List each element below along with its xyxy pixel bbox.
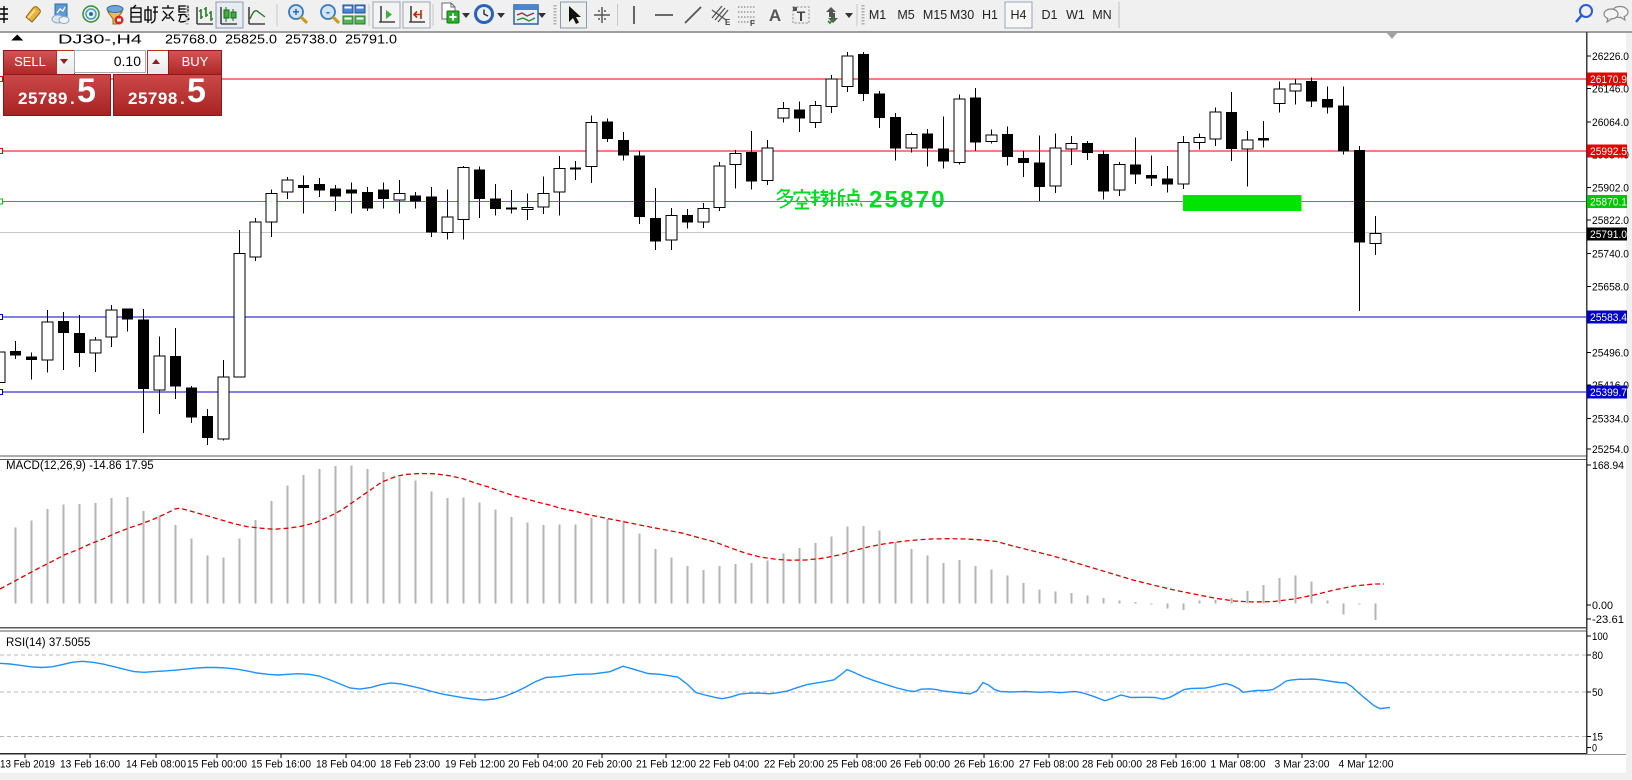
svg-text:E: E bbox=[725, 18, 731, 27]
svg-text:13 Feb 16:00: 13 Feb 16:00 bbox=[60, 759, 120, 771]
svg-text:T: T bbox=[797, 8, 806, 24]
svg-text:25658.0: 25658.0 bbox=[1592, 282, 1629, 294]
svg-text:25738.0: 25738.0 bbox=[285, 32, 337, 47]
svg-text:26 Feb 16:00: 26 Feb 16:00 bbox=[954, 759, 1014, 771]
svg-text:80: 80 bbox=[1592, 650, 1603, 662]
svg-text:25768.0: 25768.0 bbox=[165, 32, 217, 47]
svg-text:A: A bbox=[769, 6, 781, 25]
svg-text:18 Feb 23:00: 18 Feb 23:00 bbox=[380, 759, 440, 771]
svg-text:25 Feb 08:00: 25 Feb 08:00 bbox=[827, 759, 887, 771]
svg-text:M5: M5 bbox=[897, 8, 914, 22]
svg-text:M15: M15 bbox=[923, 8, 947, 22]
svg-text:25496.0: 25496.0 bbox=[1592, 348, 1629, 360]
svg-text:M30: M30 bbox=[950, 8, 974, 22]
svg-text:18 Feb 04:00: 18 Feb 04:00 bbox=[316, 759, 376, 771]
svg-text:25902.0: 25902.0 bbox=[1592, 183, 1629, 195]
svg-text:19 Feb 12:00: 19 Feb 12:00 bbox=[445, 759, 505, 771]
svg-text:W1: W1 bbox=[1066, 8, 1085, 22]
svg-text:22 Feb 20:00: 22 Feb 20:00 bbox=[764, 759, 824, 771]
svg-text:H4: H4 bbox=[1011, 8, 1027, 22]
svg-text:25583.4: 25583.4 bbox=[1590, 312, 1627, 324]
svg-text:+: + bbox=[292, 5, 299, 19]
svg-text:27 Feb 08:00: 27 Feb 08:00 bbox=[1019, 759, 1079, 771]
svg-text:25399.7: 25399.7 bbox=[1590, 387, 1627, 399]
svg-text:28 Feb 16:00: 28 Feb 16:00 bbox=[1146, 759, 1206, 771]
svg-text:RSI(14) 37.5055: RSI(14) 37.5055 bbox=[6, 637, 90, 649]
svg-text:DJ30-,H4: DJ30-,H4 bbox=[58, 32, 142, 47]
svg-text:22 Feb 04:00: 22 Feb 04:00 bbox=[699, 759, 759, 771]
svg-text:F: F bbox=[750, 19, 755, 28]
svg-text:15: 15 bbox=[1592, 732, 1603, 744]
svg-text:25992.5: 25992.5 bbox=[1590, 146, 1627, 158]
svg-text:100: 100 bbox=[1592, 631, 1608, 643]
svg-text:M1: M1 bbox=[869, 8, 886, 22]
svg-text:168.94: 168.94 bbox=[1592, 460, 1624, 472]
svg-text:14 Feb 08:00: 14 Feb 08:00 bbox=[126, 759, 186, 771]
svg-text:25870: 25870 bbox=[869, 187, 947, 214]
svg-text:20 Feb 20:00: 20 Feb 20:00 bbox=[572, 759, 632, 771]
svg-text:4 Mar 12:00: 4 Mar 12:00 bbox=[1339, 759, 1394, 771]
svg-text:25791.0: 25791.0 bbox=[345, 32, 397, 47]
svg-text:25254.0: 25254.0 bbox=[1592, 444, 1629, 456]
svg-text:D1: D1 bbox=[1042, 8, 1058, 22]
svg-text:25740.0: 25740.0 bbox=[1592, 248, 1629, 260]
svg-text:25822.0: 25822.0 bbox=[1592, 215, 1629, 227]
svg-text:3 Mar 23:00: 3 Mar 23:00 bbox=[1275, 759, 1330, 771]
svg-text:26170.9: 26170.9 bbox=[1590, 74, 1627, 86]
svg-text:-: - bbox=[326, 5, 330, 19]
svg-text:26226.0: 26226.0 bbox=[1592, 51, 1629, 63]
svg-text:26146.0: 26146.0 bbox=[1592, 84, 1629, 96]
svg-text:15 Feb 16:00: 15 Feb 16:00 bbox=[251, 759, 311, 771]
svg-text:0: 0 bbox=[1592, 743, 1597, 755]
svg-text:1 Mar 08:00: 1 Mar 08:00 bbox=[1211, 759, 1266, 771]
svg-text:H1: H1 bbox=[982, 8, 998, 22]
svg-text:25870.1: 25870.1 bbox=[1590, 196, 1627, 208]
svg-text:MACD(12,26,9) -14.86 17.95: MACD(12,26,9) -14.86 17.95 bbox=[6, 460, 154, 472]
svg-text:26064.0: 26064.0 bbox=[1592, 117, 1629, 129]
svg-text:0.00: 0.00 bbox=[1592, 600, 1613, 612]
svg-text:28 Feb 00:00: 28 Feb 00:00 bbox=[1082, 759, 1142, 771]
svg-text:13 Feb 2019: 13 Feb 2019 bbox=[0, 759, 55, 771]
svg-text:26 Feb 00:00: 26 Feb 00:00 bbox=[890, 759, 950, 771]
svg-text:50: 50 bbox=[1592, 687, 1603, 699]
svg-text:25791.0: 25791.0 bbox=[1590, 229, 1627, 241]
svg-text:15 Feb 00:00: 15 Feb 00:00 bbox=[187, 759, 247, 771]
svg-text:21 Feb 12:00: 21 Feb 12:00 bbox=[636, 759, 696, 771]
svg-text:25825.0: 25825.0 bbox=[225, 32, 277, 47]
svg-text:25334.0: 25334.0 bbox=[1592, 413, 1629, 425]
svg-text:-23.61: -23.61 bbox=[1592, 614, 1624, 626]
svg-text:20 Feb 04:00: 20 Feb 04:00 bbox=[508, 759, 568, 771]
svg-text:MN: MN bbox=[1092, 8, 1111, 22]
